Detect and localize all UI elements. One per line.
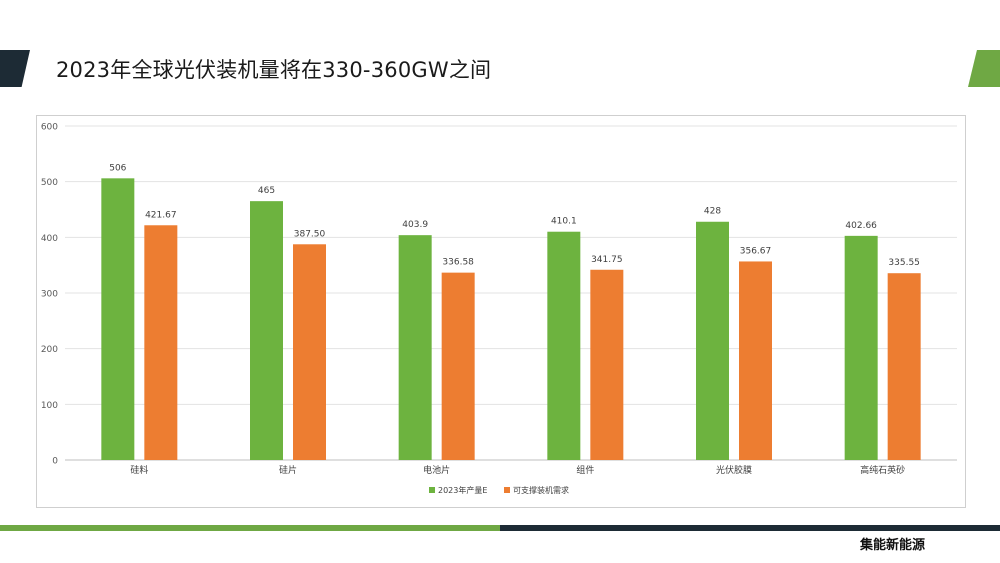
x-tick-label: 硅料 xyxy=(130,464,148,476)
legend-swatch xyxy=(504,487,510,493)
data-label: 341.75 xyxy=(591,255,623,265)
footer-stripe-green xyxy=(0,525,500,531)
data-label: 428 xyxy=(704,207,721,217)
data-label: 402.66 xyxy=(845,221,877,231)
y-tick-label: 600 xyxy=(41,123,58,133)
y-tick-label: 200 xyxy=(41,345,58,355)
data-label: 403.9 xyxy=(402,220,428,230)
data-label: 410.1 xyxy=(551,217,577,227)
title-accent-right xyxy=(968,50,1000,87)
legend-label: 2023年产量E xyxy=(438,485,487,495)
bar xyxy=(250,201,283,460)
bar xyxy=(844,235,878,460)
data-label: 421.67 xyxy=(145,210,177,220)
title-accent-left xyxy=(0,50,30,87)
data-label: 387.50 xyxy=(294,229,326,239)
bar xyxy=(547,231,581,460)
y-tick-label: 300 xyxy=(41,290,58,300)
x-tick-label: 光伏胶膜 xyxy=(716,464,752,476)
y-tick-label: 0 xyxy=(52,457,58,467)
data-label: 506 xyxy=(109,163,126,173)
slide-title: 2023年全球光伏装机量将在330-360GW之间 xyxy=(56,58,492,82)
x-tick-label: 组件 xyxy=(576,464,594,476)
x-tick-label: 电池片 xyxy=(423,464,450,476)
data-label: 335.55 xyxy=(888,258,920,268)
footer-stripe-dark xyxy=(500,525,1000,531)
x-tick-label: 高纯石英砂 xyxy=(860,464,905,476)
brand-label: 集能新能源 xyxy=(860,538,926,553)
legend-swatch xyxy=(429,487,435,493)
y-tick-label: 100 xyxy=(41,401,58,411)
data-label: 356.67 xyxy=(740,246,772,256)
bar xyxy=(739,261,772,460)
legend-label: 可支撑装机需求 xyxy=(513,485,569,495)
x-tick-label: 硅片 xyxy=(279,464,297,476)
bar xyxy=(101,178,135,460)
data-label: 336.58 xyxy=(442,258,474,268)
bar xyxy=(696,221,729,460)
y-tick-label: 500 xyxy=(41,178,58,188)
chart-frame xyxy=(36,115,966,508)
bar-chart: 0 100 200 300 400 500 600 硅料 506 421.67 硅片 465 387.5… xyxy=(41,123,957,495)
bar xyxy=(398,235,432,460)
bar xyxy=(590,269,624,460)
data-label: 465 xyxy=(258,186,275,196)
bar xyxy=(887,273,921,460)
bar xyxy=(144,225,178,460)
bar xyxy=(293,244,326,460)
y-tick-label: 400 xyxy=(41,234,58,244)
bar xyxy=(441,272,475,460)
